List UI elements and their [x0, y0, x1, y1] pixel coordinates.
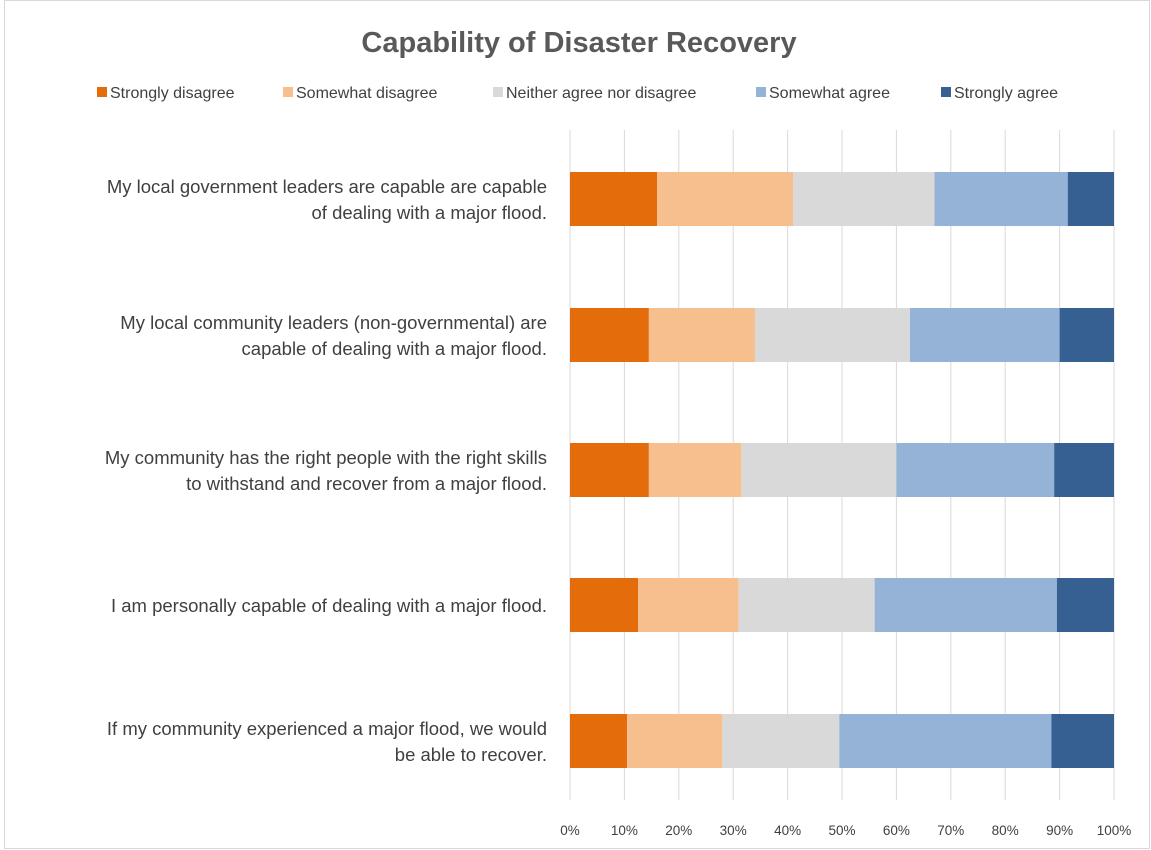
bar-segment	[722, 714, 840, 768]
legend-swatch	[941, 87, 951, 97]
legend-label: Neither agree nor disagree	[506, 85, 696, 102]
x-tick-labels: 0% 10% 20% 30% 40% 50% 60% 70% 80% 90% 100%	[560, 823, 1131, 838]
x-tick-label: 60%	[883, 823, 910, 838]
bar-segment	[793, 172, 935, 226]
bar-segment	[648, 443, 742, 497]
bar-segment	[741, 443, 897, 497]
chart-title: Capability of Disaster Recovery	[361, 27, 796, 59]
bar-segment	[570, 172, 658, 226]
bar-segment	[638, 578, 739, 632]
bar-segment	[1067, 172, 1114, 226]
bar-segment	[648, 308, 755, 362]
bar-segment	[839, 714, 1052, 768]
x-tick-label: 30%	[720, 823, 747, 838]
category-label: My community has the right people with t…	[105, 447, 547, 468]
category-labels: My local government leaders are capable …	[105, 176, 547, 765]
legend: Strongly disagree Somewhat disagree Neithe…	[97, 85, 1058, 102]
category-label: of dealing with a major flood.	[312, 202, 548, 223]
bar-segment	[754, 308, 910, 362]
chart-frame	[4, 0, 1150, 849]
bar-segment	[1054, 443, 1114, 497]
x-tick-label: 10%	[611, 823, 638, 838]
category-label: If my community experienced a major floo…	[107, 718, 547, 739]
bar-segment	[570, 578, 638, 632]
x-tick-label: 40%	[774, 823, 801, 838]
bar-segment	[1051, 714, 1114, 768]
category-label: to withstand and recover from a major fl…	[186, 473, 547, 494]
legend-label: Somewhat disagree	[296, 85, 438, 102]
category-label: capable of dealing with a major flood.	[242, 338, 547, 359]
x-tick-label: 80%	[992, 823, 1019, 838]
bar-segment	[910, 308, 1060, 362]
bar-segment	[1056, 578, 1114, 632]
legend-label: Strongly agree	[954, 85, 1058, 102]
category-label: My local government leaders are capable …	[107, 176, 547, 197]
legend-swatch	[493, 87, 503, 97]
x-tick-label: 20%	[665, 823, 692, 838]
bar-segment	[874, 578, 1057, 632]
legend-swatch	[283, 87, 293, 97]
category-label: I am personally capable of dealing with …	[111, 595, 547, 616]
bar-segment	[627, 714, 723, 768]
bar-segment	[1059, 308, 1114, 362]
legend-swatch	[97, 87, 107, 97]
bar-segment	[570, 714, 628, 768]
x-tick-label: 70%	[937, 823, 964, 838]
category-label: be able to recover.	[395, 744, 547, 765]
bar-segment	[570, 443, 649, 497]
legend-label: Somewhat agree	[769, 85, 890, 102]
x-tick-label: 90%	[1046, 823, 1073, 838]
category-label: My local community leaders (non-governme…	[120, 312, 547, 333]
x-tick-label: 0%	[560, 823, 580, 838]
legend-label: Strongly disagree	[110, 85, 235, 102]
bars	[570, 172, 1114, 768]
x-tick-label: 50%	[828, 823, 855, 838]
bar-segment	[657, 172, 794, 226]
bar-segment	[738, 578, 875, 632]
bar-segment	[570, 308, 649, 362]
legend-swatch	[756, 87, 766, 97]
bar-segment	[896, 443, 1055, 497]
bar-segment	[934, 172, 1068, 226]
x-tick-label: 100%	[1097, 823, 1132, 838]
